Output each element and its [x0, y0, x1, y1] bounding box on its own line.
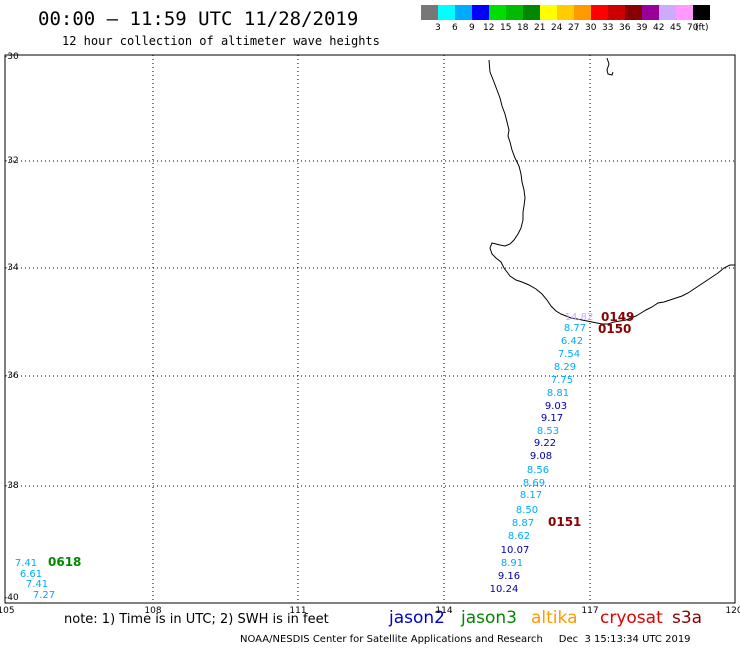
swh-value: 9.03: [545, 401, 567, 412]
colorbar-swatch: [608, 5, 625, 20]
west-track-values: 7.416.617.417.27: [15, 558, 55, 601]
coastline-island: [606, 57, 614, 76]
footer-credit: NOAA/NESDIS Center for Satellite Applica…: [240, 634, 691, 645]
longitude-labels: 105 108 111 114 117 120: [0, 606, 740, 616]
swh-value: 8.56: [527, 465, 549, 476]
pass-time-label: 0149: [601, 310, 634, 324]
swh-value: 8.17: [520, 490, 542, 501]
colorbar-swatch: [472, 5, 489, 20]
colorbar-label: 27: [568, 23, 580, 33]
pass-time-label: 0151: [548, 515, 581, 529]
track-values: 14.828.77 6.42 7.54 8.29 7.75 8.81 9.039.17 8.5…: [490, 312, 594, 595]
satellite-name: jason2: [389, 608, 445, 628]
colorbar-label: 36: [619, 23, 631, 33]
lat-label: -38: [4, 481, 19, 491]
colorbar-label: 6: [452, 23, 458, 33]
lat-label: -32: [4, 156, 19, 166]
colorbar-swatch: [438, 5, 455, 20]
swh-value: 6.61: [20, 569, 42, 580]
colorbar-swatch: [540, 5, 557, 20]
colorbar-swatch: [523, 5, 540, 20]
swh-value: 9.16: [498, 571, 520, 582]
lat-label: -36: [4, 371, 19, 381]
swh-value: 7.54: [558, 349, 580, 360]
gridlines: [5, 55, 735, 603]
colorbar-label: 3: [435, 23, 441, 33]
colorbar-swatch: [574, 5, 591, 20]
satellite-name: jason3: [461, 608, 517, 628]
swh-value: 8.81: [547, 388, 569, 399]
colorbar: [421, 5, 710, 20]
swh-value: 14.82: [565, 312, 594, 323]
lon-label: 114: [435, 606, 452, 616]
lat-label: -30: [4, 52, 19, 62]
colorbar-swatch: [591, 5, 608, 20]
colorbar-labels: 3 6 9 12 15 18 21 24 27 30 33 36 39 42 45 70 (ft): [421, 23, 740, 35]
swh-value: 8.77: [564, 323, 586, 334]
colorbar-label: 42: [653, 23, 665, 33]
swh-value: 8.29: [554, 362, 576, 373]
colorbar-label: 15: [500, 23, 512, 33]
colorbar-swatch: [676, 5, 693, 20]
colorbar-swatch: [455, 5, 472, 20]
colorbar-label: 9: [469, 23, 475, 33]
colorbar-swatch: [557, 5, 574, 20]
map-subtitle: 12 hour collection of altimeter wave hei…: [62, 34, 380, 48]
swh-value: 7.41: [15, 558, 37, 569]
colorbar-label: 24: [551, 23, 563, 33]
colorbar-swatch: [625, 5, 642, 20]
colorbar-label: 70: [687, 23, 699, 33]
swh-value: 10.07: [501, 545, 530, 556]
lat-label: -34: [4, 263, 19, 273]
swh-value: 9.17: [541, 413, 563, 424]
swh-value: 8.87: [512, 518, 534, 529]
colorbar-swatch: [642, 5, 659, 20]
colorbar-label: (ft): [695, 23, 709, 33]
swh-value: 9.08: [530, 451, 552, 462]
coastline-southwest-australia: [488, 59, 735, 325]
lon-label: 108: [144, 606, 161, 616]
satellite-name: s3a: [672, 608, 703, 628]
map-frame: [4, 54, 736, 604]
map-title: 00:00 – 11:59 UTC 11/28/2019: [38, 8, 359, 30]
pass-time-label: 0150: [598, 322, 631, 336]
colorbar-label: 39: [636, 23, 648, 33]
swh-value: 9.22: [534, 438, 556, 449]
colorbar-swatch: [659, 5, 676, 20]
colorbar-label: 30: [585, 23, 597, 33]
pass-time-label: 0618: [48, 555, 81, 569]
lon-label: 120: [725, 606, 740, 616]
colorbar-swatch: [693, 5, 710, 20]
swh-value: 7.75: [551, 375, 573, 386]
swh-value: 8.62: [508, 531, 530, 542]
lat-label: -40: [4, 593, 19, 603]
colorbar-label: 18: [517, 23, 529, 33]
colorbar-label: 21: [534, 23, 546, 33]
swh-value: 7.27: [33, 590, 55, 601]
satellite-name: altika: [531, 608, 578, 628]
latitude-labels: -30 -32 -34 -36 -38 -40: [4, 52, 19, 603]
swh-value: 8.50: [516, 505, 538, 516]
swh-value: 8.53: [537, 426, 559, 437]
colorbar-label: 33: [602, 23, 614, 33]
swh-value: 8.69: [523, 478, 545, 489]
footer-note: note: 1) Time is in UTC; 2) SWH is in fe…: [64, 612, 329, 627]
swh-value: 10.24: [490, 584, 519, 595]
colorbar-label: 45: [670, 23, 682, 33]
swh-value: 6.42: [561, 336, 583, 347]
swh-value: 7.41: [26, 579, 48, 590]
colorbar-label: 12: [483, 23, 495, 33]
colorbar-swatch: [421, 5, 438, 20]
lon-label: 111: [289, 606, 306, 616]
colorbar-swatch: [506, 5, 523, 20]
lon-label: 105: [0, 606, 15, 616]
lon-label: 117: [581, 606, 598, 616]
swh-value: 8.91: [501, 558, 523, 569]
satellite-name: cryosat: [600, 608, 663, 628]
colorbar-swatch: [489, 5, 506, 20]
